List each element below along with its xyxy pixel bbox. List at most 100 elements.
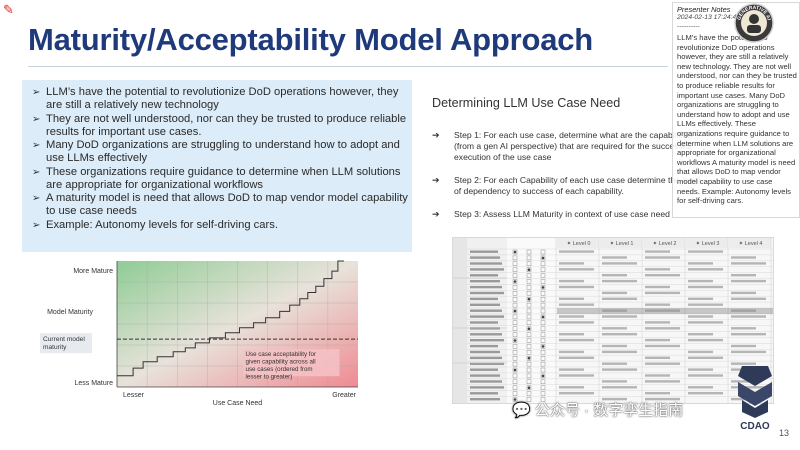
matrix-cell-text	[645, 303, 670, 306]
matrix-capability-label	[470, 333, 502, 336]
matrix-checkbox	[512, 367, 518, 373]
matrix-cell-text	[731, 362, 756, 365]
matrix-checkbox	[512, 261, 518, 266]
matrix-checkbox	[512, 249, 518, 255]
matrix-capability-label	[470, 262, 502, 265]
wechat-watermark: 💬 公众号 · 数字孪生指南	[512, 402, 684, 419]
matrix-cell-text	[688, 386, 713, 389]
matrix-checkbox	[512, 267, 518, 272]
matrix-checkbox	[526, 255, 532, 261]
matrix-cell-text	[645, 362, 680, 365]
matrix-cell-text	[559, 321, 594, 324]
alert-icon: ✎	[3, 2, 14, 17]
matrix-checkbox	[526, 267, 532, 272]
matrix-checkbox	[526, 279, 532, 284]
matrix-cell-text	[559, 315, 584, 318]
matrix-level-header	[557, 238, 599, 248]
matrix-cell-text	[602, 262, 637, 265]
matrix-checkbox	[512, 314, 518, 320]
annotation-text: use cases (ordered from	[246, 366, 313, 373]
matrix-cell-text	[602, 350, 637, 354]
matrix-checkbox	[526, 391, 532, 396]
matrix-cell-text	[731, 274, 756, 277]
arrow-bullet-icon: ➢	[32, 113, 41, 125]
matrix-capability-label	[470, 268, 504, 271]
matrix-check-mark	[513, 280, 517, 283]
matrix-level-label: ✦ Level 0	[567, 240, 591, 247]
title-divider	[28, 66, 668, 67]
matrix-check-mark	[541, 256, 545, 260]
matrix-level-label: ✦ Level 2	[653, 240, 677, 247]
matrix-checkbox	[526, 249, 532, 255]
matrix-checkbox	[512, 320, 518, 326]
annotation-text: lesser to greater)	[246, 374, 293, 381]
matrix-cell-text	[602, 368, 637, 371]
bullet-item: ➢ These organizations require guidance to…	[32, 165, 401, 191]
matrix-cell-text	[731, 291, 756, 295]
bullet-item: ➢ Example: Autonomy levels for self-drivi…	[32, 218, 278, 231]
matrix-cell-text	[645, 397, 680, 401]
matrix-cell-text	[688, 250, 723, 253]
matrix-cell-text	[645, 274, 680, 277]
matrix-checkbox	[512, 385, 518, 390]
matrix-cell-text	[688, 268, 723, 271]
matrix-cell-text	[602, 397, 627, 401]
matrix-checkbox	[540, 297, 546, 302]
matrix-cell-text	[559, 368, 584, 371]
matrix-checkbox	[540, 249, 546, 255]
matrix-check-mark	[513, 398, 517, 401]
matrix-checkbox	[526, 320, 532, 326]
matrix-checkbox	[526, 373, 532, 379]
matrix-capability-label	[470, 362, 504, 365]
matrix-cell-text	[645, 321, 670, 324]
matrix-cell-text	[559, 279, 584, 283]
matrix-checkbox	[512, 373, 518, 379]
step-item: ➔ Step 3: Assess LLM Maturity in context …	[432, 209, 670, 219]
matrix-cell-text	[645, 250, 670, 253]
matrix-checkbox	[526, 261, 532, 266]
matrix-cell-text	[559, 356, 594, 359]
matrix-cell-text	[731, 279, 766, 283]
matrix-check-mark	[527, 356, 531, 360]
matrix-cell-text	[559, 392, 594, 395]
y-tick-less-mature: Less Mature	[74, 380, 113, 387]
matrix-checkbox	[526, 285, 532, 290]
matrix-cell-text	[602, 380, 627, 383]
matrix-cell-text	[602, 256, 627, 259]
matrix-cell-text	[559, 386, 584, 389]
matrix-checkbox	[540, 338, 546, 343]
matrix-cell-text	[602, 291, 627, 295]
matrix-checkbox	[512, 308, 518, 314]
matrix-capability-label	[470, 344, 498, 348]
matrix-cell-text	[688, 374, 723, 377]
matrix-cell-text	[602, 315, 637, 318]
matrix-capability-label	[470, 368, 498, 371]
matrix-cell-text	[645, 392, 670, 395]
matrix-cell-text	[688, 368, 713, 371]
matrix-capability-label	[470, 380, 502, 383]
matrix-capability-label	[470, 303, 500, 306]
annotation-text: Use case acceptability for	[246, 351, 317, 358]
presenter-notes-panel: Presenter Notes 2024-02-13 17:24:49 ----…	[672, 2, 800, 218]
matrix-checkbox	[540, 308, 546, 314]
matrix-checkbox	[526, 344, 532, 349]
matrix-cell-text	[602, 362, 627, 365]
bullet-item: ➢ A maturity model is need that allows Do…	[32, 192, 408, 217]
matrix-checkbox	[540, 397, 546, 402]
matrix-checkbox	[526, 379, 532, 385]
matrix-checkbox	[540, 332, 546, 337]
matrix-cell-text	[645, 256, 680, 259]
bullet-item: ➢ Many DoD organizations are struggling t…	[32, 139, 400, 164]
matrix-check-mark	[541, 374, 545, 378]
matrix-cell-text	[688, 297, 713, 300]
matrix-level-label: ✦ Level 1	[610, 240, 634, 247]
matrix-highlight-row	[557, 308, 773, 314]
capability-matrix: ✦ Level 0 ✦ Level 1 ✦ Level 2 ✦ Level 3 ✦ Le…	[452, 237, 774, 404]
matrix-checkbox	[512, 297, 518, 302]
matrix-cell-text	[602, 344, 627, 348]
bullet-item: ➢ LLM’s have the potential to revolutioni…	[32, 86, 399, 111]
matrix-cell-text	[731, 344, 756, 348]
top-rule	[0, 0, 800, 4]
matrix-checkbox	[512, 332, 518, 337]
matrix-checkbox	[526, 302, 532, 308]
